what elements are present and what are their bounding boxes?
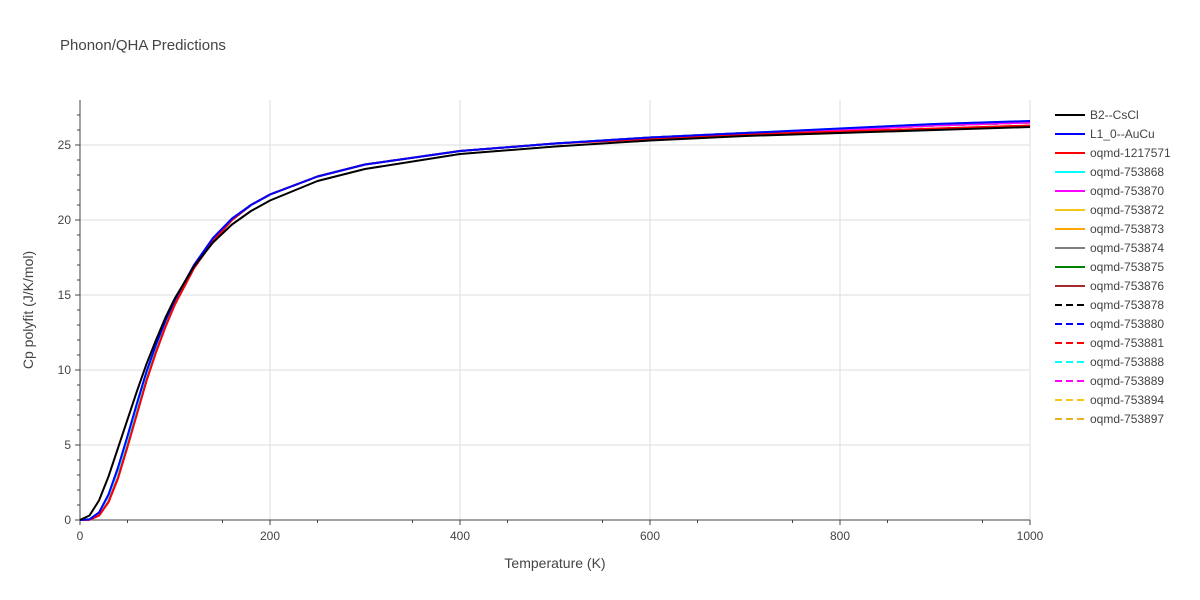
legend-label: B2--CsCl bbox=[1090, 108, 1139, 122]
y-tick-label: 25 bbox=[58, 138, 72, 152]
y-tick-label: 5 bbox=[64, 438, 71, 452]
x-tick-label: 400 bbox=[450, 529, 470, 543]
series-line-oqmd-753888 bbox=[79, 121, 1031, 521]
y-tick-label: 20 bbox=[58, 213, 72, 227]
series-line-oqmd-753894 bbox=[79, 121, 1031, 521]
legend-label: oqmd-753873 bbox=[1090, 222, 1164, 236]
legend-label: oqmd-753894 bbox=[1090, 393, 1164, 407]
x-tick-label: 0 bbox=[77, 529, 84, 543]
x-tick-label: 800 bbox=[830, 529, 850, 543]
series-line-oqmd-753897 bbox=[79, 121, 1031, 521]
series-line-oqmd-753880 bbox=[79, 121, 1031, 521]
legend-label: oqmd-1217571 bbox=[1090, 146, 1171, 160]
y-tick-label: 0 bbox=[64, 513, 71, 527]
series-line-oqmd-753889 bbox=[79, 121, 1031, 521]
y-tick-label: 10 bbox=[58, 363, 72, 377]
series-line-L1_0--AuCu bbox=[79, 120, 1031, 521]
series-line-oqmd-753876 bbox=[79, 121, 1031, 521]
series-line-oqmd-1217571 bbox=[79, 124, 1031, 521]
legend-label: oqmd-753870 bbox=[1090, 184, 1164, 198]
series-line-oqmd-753870 bbox=[79, 121, 1031, 521]
x-tick-label: 200 bbox=[260, 529, 280, 543]
legend-label: oqmd-753875 bbox=[1090, 260, 1164, 274]
legend-label: oqmd-753888 bbox=[1090, 355, 1164, 369]
series-line-oqmd-753878 bbox=[79, 121, 1031, 521]
series-line-B2--CsCl bbox=[79, 126, 1031, 521]
legend-label: oqmd-753881 bbox=[1090, 336, 1164, 350]
series-line-oqmd-753873 bbox=[79, 121, 1031, 521]
x-ticks: 0 200 400 600 800 1000 bbox=[77, 520, 1044, 543]
series-line-oqmd-753881 bbox=[79, 121, 1031, 521]
x-tick-label: 1000 bbox=[1017, 529, 1044, 543]
legend-label: oqmd-753872 bbox=[1090, 203, 1164, 217]
legend-label: oqmd-753874 bbox=[1090, 241, 1164, 255]
legend-label: oqmd-753889 bbox=[1090, 374, 1164, 388]
y-ticks: 0 5 10 15 20 25 bbox=[58, 114, 80, 527]
x-tick-label: 600 bbox=[640, 529, 660, 543]
legend-label: oqmd-753876 bbox=[1090, 279, 1164, 293]
legend-label: oqmd-753878 bbox=[1090, 298, 1164, 312]
x-axis-title: Temperature (K) bbox=[504, 555, 605, 571]
legend-label: oqmd-753897 bbox=[1090, 412, 1164, 426]
legend-label: oqmd-753868 bbox=[1090, 165, 1164, 179]
legend: B2--CsCl L1_0--AuCu oqmd-1217571 oqmd-75386… bbox=[1055, 108, 1171, 426]
legend-label: L1_0--AuCu bbox=[1090, 127, 1155, 141]
axes bbox=[79, 100, 1030, 521]
series-layer bbox=[79, 120, 1031, 521]
grid-lines bbox=[80, 100, 1031, 520]
series-line-oqmd-753872 bbox=[79, 121, 1031, 521]
legend-label: oqmd-753880 bbox=[1090, 317, 1164, 331]
series-line-oqmd-753874 bbox=[79, 121, 1031, 521]
y-axis-title: Cp polyfit (J/K/mol) bbox=[20, 251, 36, 369]
series-line-oqmd-753868 bbox=[79, 120, 1031, 521]
chart-title: Phonon/QHA Predictions bbox=[60, 37, 226, 54]
y-tick-label: 15 bbox=[58, 288, 72, 302]
series-line-oqmd-753875 bbox=[79, 121, 1031, 521]
